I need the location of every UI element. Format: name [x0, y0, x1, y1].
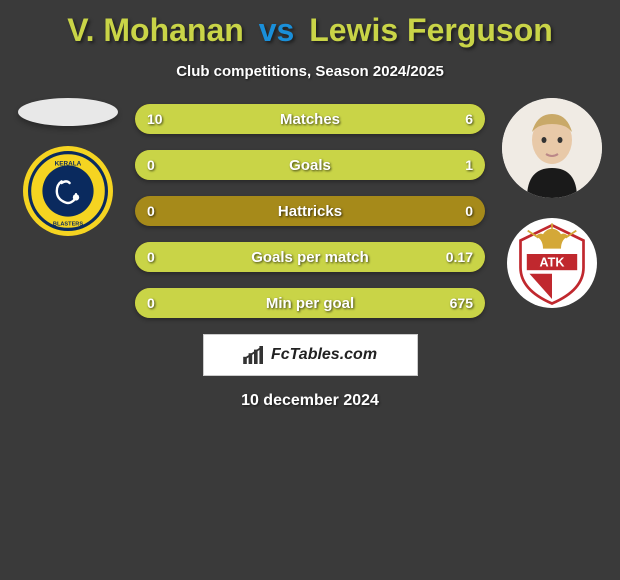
svg-text:BLASTERS: BLASTERS [53, 221, 83, 227]
player2-name: Lewis Ferguson [309, 12, 553, 48]
watermark-text: FcTables.com [271, 346, 377, 364]
player2-club-badge: ATK [507, 218, 597, 308]
stat-row: 00Hattricks [135, 196, 485, 226]
stat-row: 106Matches [135, 104, 485, 134]
stat-bars: 106Matches 01Goals 00Hattricks 00.17Goals p… [135, 98, 485, 318]
content-area: KERALA BLASTERS [0, 98, 620, 318]
player1-avatar [18, 98, 118, 126]
stat-label: Min per goal [135, 288, 485, 318]
subtitle: Club competitions, Season 2024/2025 [0, 63, 620, 80]
stat-label: Matches [135, 104, 485, 134]
player2-avatar [502, 98, 602, 198]
stat-label: Hattricks [135, 196, 485, 226]
date-label: 10 december 2024 [0, 392, 620, 410]
stat-row: 0675Min per goal [135, 288, 485, 318]
right-column: ATK [492, 98, 612, 308]
watermark: FcTables.com [203, 334, 418, 376]
left-column: KERALA BLASTERS [8, 98, 128, 236]
stat-row: 00.17Goals per match [135, 242, 485, 272]
svg-text:ATK: ATK [540, 256, 565, 270]
player1-club-badge: KERALA BLASTERS [23, 146, 113, 236]
svg-text:KERALA: KERALA [55, 160, 82, 167]
stat-row: 01Goals [135, 150, 485, 180]
comparison-card: V. Mohanan vs Lewis Ferguson Club compet… [0, 0, 620, 580]
stat-label: Goals [135, 150, 485, 180]
vs-label: vs [259, 12, 295, 48]
stat-label: Goals per match [135, 242, 485, 272]
page-title: V. Mohanan vs Lewis Ferguson [0, 0, 620, 49]
player1-name: V. Mohanan [67, 12, 244, 48]
